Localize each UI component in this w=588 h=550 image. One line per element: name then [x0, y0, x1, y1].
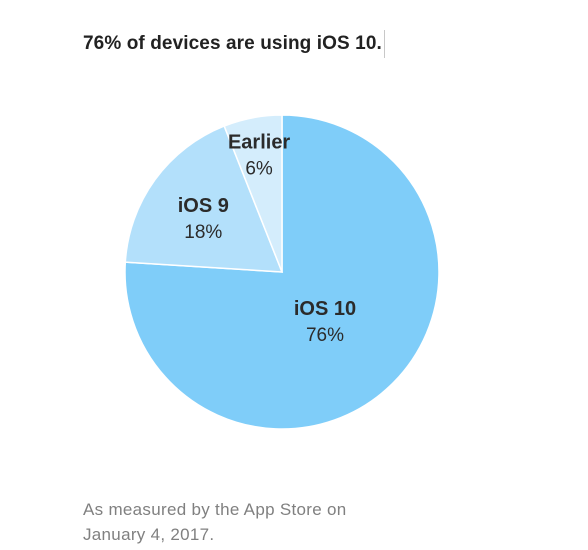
slice-value-earlier: 6% — [245, 159, 273, 180]
chart-title: 76% of devices are using iOS 10. — [83, 33, 382, 54]
slice-name-ios-10: iOS 10 — [294, 298, 356, 320]
pie-slice-earlier — [223, 114, 283, 273]
measurement-footnote: As measured by the App Store on January … — [83, 500, 347, 544]
pie-slice-ios-9 — [124, 125, 284, 273]
pie-slice-ios-10 — [124, 114, 440, 430]
slice-value-ios-9: 18% — [184, 222, 222, 243]
pie-slices — [124, 114, 440, 430]
slice-name-ios-9: iOS 9 — [178, 195, 229, 217]
slice-value-ios-10: 76% — [306, 325, 344, 346]
text-cursor — [384, 30, 385, 58]
slice-name-earlier: Earlier — [228, 132, 290, 154]
pie-labels: iOS 10 76% iOS 9 18% Earlier 6% — [178, 132, 356, 346]
